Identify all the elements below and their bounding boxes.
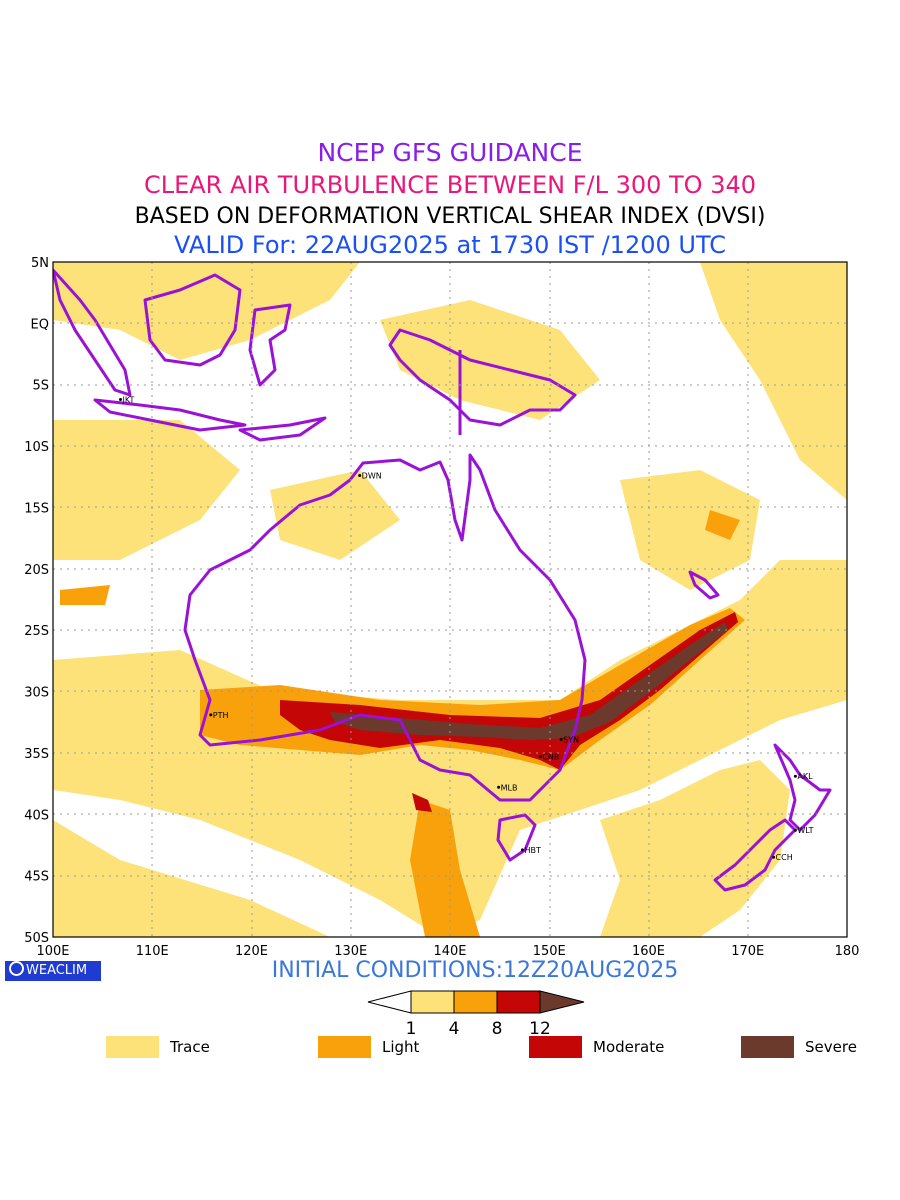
longitude-labels: 100E 110E 120E 130E 140E 150E 160E 170E 180 <box>36 944 859 959</box>
turbulence-map: JKT DWN PTH SYN CNB MLB HBT AKL WLT CCH 5N EQ 5S 10S… <box>24 256 859 959</box>
longitude-label: 170E <box>731 944 764 959</box>
coastlines <box>53 268 832 892</box>
station-label: CCH <box>776 853 793 862</box>
station-marker <box>538 755 542 759</box>
copyright-circle-icon <box>9 961 24 976</box>
graticule <box>53 262 847 937</box>
longitude-label: 100E <box>36 944 69 959</box>
longitude-label: 110E <box>136 944 169 959</box>
java-coastline <box>93 398 247 432</box>
latitude-label: 30S <box>24 686 49 701</box>
severe-areas <box>330 622 728 740</box>
title-valid-time: VALID For: 22AUG2025 at 1730 IST /1200 U… <box>174 231 726 259</box>
legend-label: Severe <box>805 1038 857 1056</box>
station-marker <box>793 774 797 778</box>
australia-coastline <box>183 453 587 802</box>
station-marker <box>793 828 797 832</box>
latitude-label: 25S <box>24 624 49 639</box>
latitude-label: 15S <box>24 501 49 516</box>
station-marker <box>520 848 524 852</box>
latitude-label: 40S <box>24 808 49 823</box>
nz-north-island-coastline <box>773 743 832 832</box>
brand-text: WEACLIM <box>26 963 88 978</box>
longitude-label: 150E <box>533 944 566 959</box>
longitude-label: 180 <box>835 944 860 959</box>
latitude-label: 45S <box>24 870 49 885</box>
colorbar-tick: 1 <box>406 1019 417 1036</box>
station-marker <box>209 713 213 717</box>
title-product: CLEAR AIR TURBULENCE BETWEEN F/L 300 TO … <box>143 171 757 199</box>
borneo-coastline <box>143 273 242 367</box>
station-label: MLB <box>501 783 518 792</box>
station-label: SYN <box>563 735 579 744</box>
nusa-tenggara-coastline <box>238 416 327 442</box>
colorbar-low-triangle <box>367 990 412 1014</box>
station-label: JKT <box>121 395 134 404</box>
longitude-label: 140E <box>433 944 466 959</box>
latitude-label: 35S <box>24 747 49 762</box>
legend-label: Light <box>382 1038 420 1056</box>
latitude-labels: 5N EQ 5S 10S 15S 20S 25S 30S 35S 40S 45S 50S <box>24 256 49 946</box>
title-method: BASED ON DEFORMATION VERTICAL SHEAR INDE… <box>134 204 766 229</box>
legend-light: Light <box>318 1036 419 1058</box>
latitude-label: 50S <box>24 931 49 946</box>
legend-swatch-moderate <box>529 1036 582 1058</box>
colorbar-tick: 4 <box>449 1019 460 1036</box>
station-marker <box>772 855 776 859</box>
legend-severe: Severe <box>741 1036 857 1058</box>
colorbar-light <box>453 990 498 1014</box>
latitude-label: 5S <box>32 379 49 394</box>
legend-label: Moderate <box>593 1038 665 1056</box>
legend-swatch-trace <box>106 1036 159 1058</box>
sumatra-coastline <box>53 268 132 397</box>
legend-label: Trace <box>170 1038 210 1056</box>
station-marker <box>559 737 563 741</box>
legend-trace: Trace <box>106 1036 210 1058</box>
nz-south-island-coastline <box>713 818 797 892</box>
station-marker <box>497 785 501 789</box>
new-caledonia-coastline <box>688 570 720 600</box>
colorbar-moderate <box>496 990 541 1014</box>
weaclim-logo: WEACLIM <box>5 961 101 981</box>
legend-swatch-light <box>318 1036 371 1058</box>
station-label: CNB <box>542 753 559 762</box>
new-guinea-coastline <box>388 328 577 427</box>
latitude-label: 20S <box>24 563 49 578</box>
longitude-label: 160E <box>632 944 665 959</box>
legend-moderate: Moderate <box>529 1036 664 1058</box>
station-label: AKL <box>797 772 813 781</box>
title-model: NCEP GFS GUIDANCE <box>317 138 583 167</box>
sulawesi-coastline <box>248 303 292 387</box>
station-label: WLT <box>797 826 813 835</box>
station-label: HBT <box>524 846 541 855</box>
longitude-label: 120E <box>235 944 268 959</box>
legend-swatch-severe <box>741 1036 794 1058</box>
tasmania-coastline <box>496 813 537 862</box>
station-label: PTH <box>213 711 229 720</box>
colorbar-trace <box>410 990 455 1014</box>
initial-conditions-label: INITIAL CONDITIONS:12Z20AUG2025 <box>271 958 679 983</box>
intensity-colorbar: 1 4 8 12 <box>367 990 585 1036</box>
colorbar-tick: 8 <box>492 1019 503 1036</box>
colorbar-severe-triangle <box>539 990 585 1014</box>
station-marker <box>358 474 362 478</box>
station-labels: JKT DWN PTH SYN CNB MLB HBT AKL WLT CCH <box>118 395 814 862</box>
station-label: DWN <box>362 472 382 481</box>
latitude-label: 5N <box>31 256 49 271</box>
longitude-label: 130E <box>334 944 367 959</box>
colorbar-tick: 12 <box>529 1019 551 1036</box>
map-frame <box>52 261 848 938</box>
latitude-label: 10S <box>24 440 49 455</box>
latitude-label: EQ <box>31 317 49 332</box>
station-marker <box>118 397 122 401</box>
